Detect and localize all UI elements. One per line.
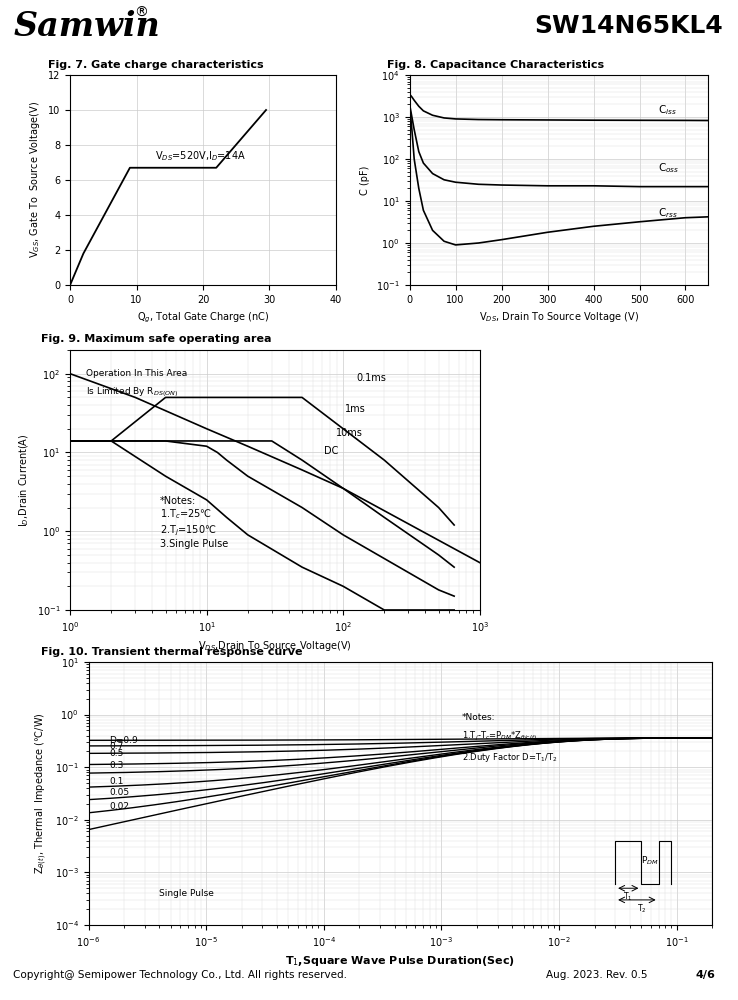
Text: Operation In This Area: Operation In This Area	[86, 369, 187, 378]
Text: ®: ®	[134, 6, 148, 20]
X-axis label: V$_{DS}$, Drain To Source Voltage (V): V$_{DS}$, Drain To Source Voltage (V)	[479, 310, 639, 324]
Text: Fig. 8. Capacitance Characteristics: Fig. 8. Capacitance Characteristics	[387, 60, 604, 70]
Text: C$_{rss}$: C$_{rss}$	[658, 206, 677, 220]
Text: T$_1$: T$_1$	[623, 891, 632, 903]
X-axis label: Q$_g$, Total Gate Charge (nC): Q$_g$, Total Gate Charge (nC)	[137, 310, 269, 325]
Text: Fig. 7. Gate charge characteristics: Fig. 7. Gate charge characteristics	[48, 60, 263, 70]
Text: 0.02: 0.02	[109, 802, 129, 811]
Text: Is Limited By R$_{DS(ON)}$: Is Limited By R$_{DS(ON)}$	[86, 385, 179, 399]
Text: 0.5: 0.5	[109, 749, 124, 758]
Text: Copyright@ Semipower Technology Co., Ltd. All rights reserved.: Copyright@ Semipower Technology Co., Ltd…	[13, 970, 348, 980]
Text: 0.1: 0.1	[109, 777, 124, 786]
Text: 0.1ms: 0.1ms	[357, 373, 387, 383]
Text: 1.T$_j$-T$_c$=P$_{DM}$*Z$_{\theta jc(t)}$: 1.T$_j$-T$_c$=P$_{DM}$*Z$_{\theta jc(t)}…	[462, 730, 538, 743]
Text: 0.3: 0.3	[109, 761, 124, 770]
Text: V$_{DS}$=520V,I$_D$=14A: V$_{DS}$=520V,I$_D$=14A	[155, 149, 246, 163]
Y-axis label: Z$_{\theta(t)}$, Thermal  Impedance (℃/W): Z$_{\theta(t)}$, Thermal Impedance (℃/W)	[34, 713, 49, 874]
Text: 2.Duty Factor D=T$_1$/T$_2$: 2.Duty Factor D=T$_1$/T$_2$	[462, 751, 558, 764]
Text: *Notes:: *Notes:	[462, 713, 496, 722]
Y-axis label: I$_D$,Drain Current(A): I$_D$,Drain Current(A)	[18, 433, 31, 527]
X-axis label: T$_1$,Square Wave Pulse Duration(Sec): T$_1$,Square Wave Pulse Duration(Sec)	[286, 954, 515, 968]
X-axis label: V$_{DS}$,Drain To Source Voltage(V): V$_{DS}$,Drain To Source Voltage(V)	[198, 639, 352, 653]
Text: Fig. 9. Maximum safe operating area: Fig. 9. Maximum safe operating area	[41, 334, 271, 344]
Text: 10ms: 10ms	[337, 428, 363, 438]
Text: C$_{iss}$: C$_{iss}$	[658, 103, 677, 117]
Text: D=0.9: D=0.9	[109, 736, 138, 745]
Text: SW14N65KL4: SW14N65KL4	[534, 14, 723, 38]
Text: C$_{oss}$: C$_{oss}$	[658, 162, 679, 175]
Text: 4/6: 4/6	[696, 970, 716, 980]
Text: Fig. 10. Transient thermal response curve: Fig. 10. Transient thermal response curv…	[41, 647, 302, 657]
Text: *Notes:
1.T$_c$=25℃
2.T$_j$=150℃
3.Single Pulse: *Notes: 1.T$_c$=25℃ 2.T$_j$=150℃ 3.Singl…	[160, 496, 229, 549]
Text: 1ms: 1ms	[345, 404, 365, 414]
Text: P$_{DM}$: P$_{DM}$	[641, 854, 659, 867]
Y-axis label: C (pF): C (pF)	[360, 165, 370, 195]
Y-axis label: V$_{GS}$, Gate To  Source Voltage(V): V$_{GS}$, Gate To Source Voltage(V)	[29, 102, 43, 258]
Text: 0.05: 0.05	[109, 788, 129, 797]
Text: Aug. 2023. Rev. 0.5: Aug. 2023. Rev. 0.5	[546, 970, 648, 980]
Text: 0.7: 0.7	[109, 742, 124, 751]
Text: DC: DC	[324, 446, 339, 456]
Text: T$_2$: T$_2$	[637, 903, 646, 915]
Text: Samwin: Samwin	[13, 10, 160, 43]
Text: Single Pulse: Single Pulse	[159, 889, 214, 898]
